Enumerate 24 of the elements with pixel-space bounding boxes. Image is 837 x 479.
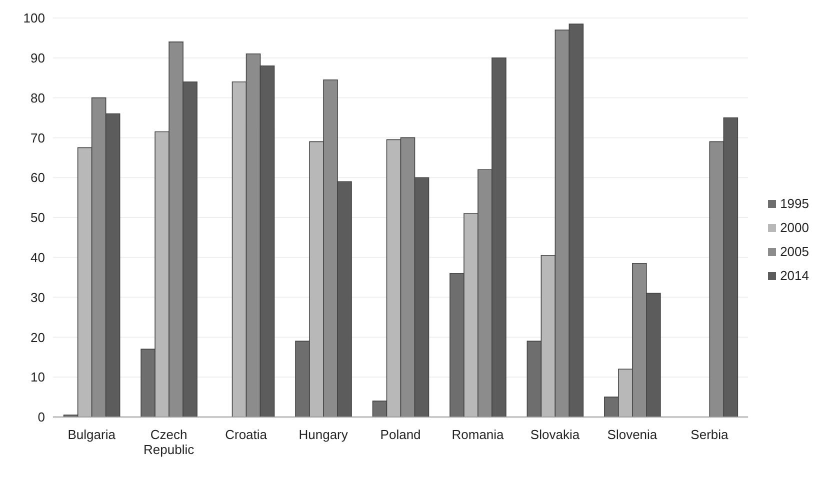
x-tick-label: Hungary [298, 427, 348, 442]
y-tick-label: 90 [30, 50, 45, 66]
x-tick-label: Croatia [225, 427, 268, 442]
x-tick-label: Serbia [690, 427, 730, 442]
y-tick-label: 100 [23, 10, 45, 26]
y-tick-label: 10 [30, 370, 45, 385]
legend-label: 2014 [780, 268, 809, 282]
x-tick-label: Czech Republic [144, 427, 195, 457]
y-tick-label: 0 [38, 410, 45, 425]
legend-label: 1995 [780, 196, 809, 210]
y-tick-label: 50 [30, 210, 45, 226]
x-tick-label: Slovenia [607, 427, 658, 442]
y-tick-label: 60 [30, 170, 45, 186]
y-tick-label: 30 [30, 290, 45, 305]
y-tick-label: 40 [30, 250, 45, 266]
x-tick-label: Romania [452, 427, 505, 442]
legend-label: 2000 [780, 220, 809, 234]
y-tick-label: 80 [30, 90, 45, 106]
x-tick-label: Poland [380, 427, 421, 442]
y-tick-label: 20 [30, 330, 45, 345]
x-tick-label: Bulgaria [68, 427, 116, 442]
x-tick-label: Slovakia [530, 427, 580, 442]
y-tick-label: 70 [30, 130, 45, 146]
legend-label: 2005 [780, 244, 809, 258]
